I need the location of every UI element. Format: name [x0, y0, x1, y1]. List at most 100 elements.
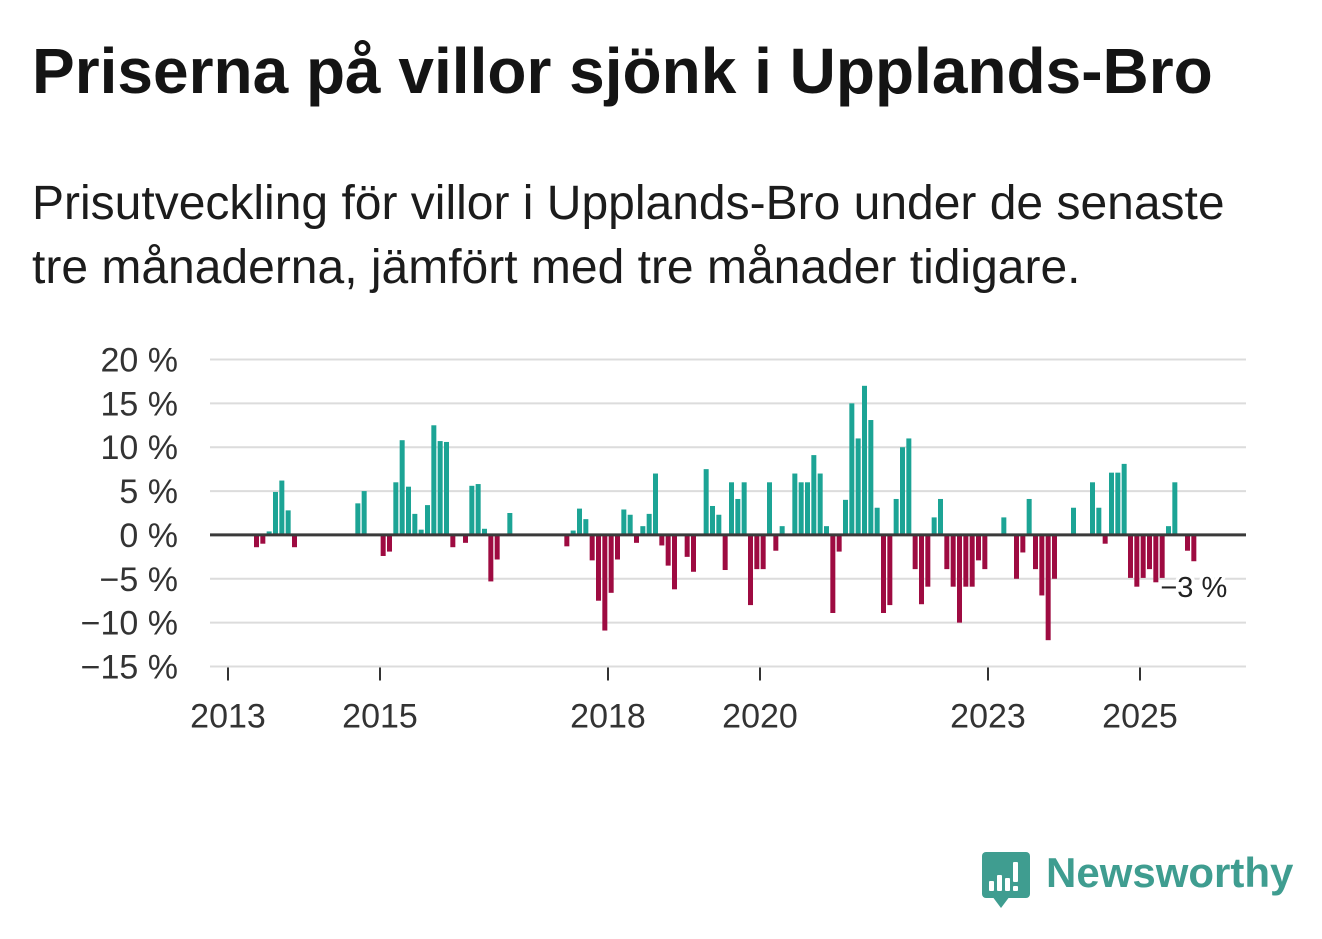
bar-negative	[596, 534, 601, 601]
bar-negative	[722, 534, 728, 571]
bar-positive	[849, 403, 855, 535]
bar-negative	[1134, 534, 1140, 587]
bar-positive	[1109, 472, 1114, 535]
bar-positive	[735, 498, 741, 535]
bar-negative	[564, 534, 570, 547]
bar-negative	[1052, 534, 1057, 579]
bar-negative	[754, 534, 760, 570]
bar-negative	[615, 534, 620, 560]
bar-positive	[418, 529, 424, 535]
bar-positive	[437, 441, 443, 535]
bar-positive	[931, 517, 937, 535]
y-tick-label: 5 %	[119, 473, 178, 511]
bar-positive	[767, 482, 772, 535]
bar-negative	[450, 534, 456, 548]
axes	[210, 533, 1246, 681]
bar-positive	[583, 519, 589, 535]
bar-positive	[482, 528, 487, 535]
bar-positive	[843, 499, 848, 535]
bar-positive	[266, 531, 272, 535]
bar-positive	[646, 513, 652, 535]
bar-positive	[399, 440, 405, 535]
bar-negative	[1033, 534, 1038, 570]
x-tick-label: 2018	[570, 698, 646, 736]
bar-positive	[507, 513, 513, 535]
bar-negative	[665, 534, 671, 566]
y-tick-label: −5 %	[100, 561, 178, 599]
bar-positive	[444, 441, 449, 535]
logo-icon-bar	[997, 875, 1002, 891]
bar-negative	[830, 534, 836, 613]
logo-icon-bar	[1013, 862, 1018, 882]
bar-positive	[811, 455, 817, 535]
bar-negative	[887, 534, 893, 606]
y-tick-label: 20 %	[101, 342, 179, 380]
bar-positive	[361, 491, 367, 535]
bar-positive	[729, 482, 734, 535]
bar-positive	[893, 498, 899, 535]
bar-positive	[862, 385, 867, 535]
logo-icon-background	[982, 852, 1030, 898]
bar-positive	[1071, 507, 1076, 535]
y-tick-label: −10 %	[81, 605, 178, 643]
x-tick-label: 2013	[190, 698, 266, 736]
bar-positive	[824, 526, 829, 535]
axis-labels: 20 % 15 % 10 % 5 % 0 % −5 % −10 % −15 % 2013 2015…	[81, 342, 1231, 736]
bar-positive	[938, 498, 943, 535]
bars	[254, 385, 1197, 641]
bar-positive	[621, 509, 627, 535]
bar-negative	[1039, 534, 1045, 596]
bar-negative	[1153, 534, 1159, 583]
bar-positive	[469, 485, 475, 535]
x-tick-label: 2020	[722, 698, 798, 736]
bar-negative	[1102, 534, 1108, 544]
logo-icon-bar	[989, 881, 994, 891]
bar-negative	[912, 534, 918, 570]
bar-positive	[900, 447, 905, 535]
bar-negative	[380, 534, 386, 556]
latest-value-label: −3 %	[1160, 572, 1227, 604]
x-tick-label: 2015	[342, 698, 418, 736]
bar-positive	[475, 484, 481, 535]
bar-negative	[881, 534, 886, 613]
bar-negative	[463, 534, 468, 543]
bar-negative	[963, 534, 969, 587]
bar-positive	[716, 514, 722, 535]
bar-positive	[355, 503, 361, 535]
bar-negative	[1185, 534, 1190, 551]
bar-negative	[748, 534, 753, 606]
bar-negative	[589, 534, 595, 561]
bar-positive	[1172, 482, 1178, 535]
bar-negative	[602, 534, 608, 631]
bar-negative	[608, 534, 614, 593]
gridlines	[210, 358, 1246, 668]
bar-negative	[919, 534, 924, 605]
bar-negative	[944, 534, 950, 570]
bar-positive	[855, 438, 861, 535]
bar-negative	[1045, 534, 1051, 641]
bar-positive	[653, 473, 658, 535]
bar-negative	[260, 534, 266, 544]
bar-positive	[779, 526, 785, 535]
bar-positive	[741, 482, 747, 535]
bar-positive	[1096, 507, 1102, 535]
bar-negative	[1140, 534, 1146, 578]
bar-positive	[874, 507, 880, 535]
bar-negative	[691, 534, 696, 572]
x-tick-label: 2025	[1102, 698, 1178, 736]
bar-negative	[672, 534, 677, 590]
bar-negative	[836, 534, 842, 552]
newsworthy-logo-icon	[982, 852, 1030, 908]
bar-positive	[817, 473, 823, 535]
bar-positive	[703, 469, 709, 535]
bar-positive	[1090, 482, 1095, 535]
bar-negative	[773, 534, 779, 551]
bar-positive	[279, 480, 285, 535]
y-tick-label: −15 %	[81, 649, 178, 687]
bar-positive	[1115, 472, 1121, 535]
x-tick-label: 2023	[950, 698, 1026, 736]
bar-positive	[1166, 526, 1171, 535]
bar-negative	[969, 534, 975, 587]
bar-positive	[906, 438, 912, 535]
bar-positive	[425, 505, 430, 535]
